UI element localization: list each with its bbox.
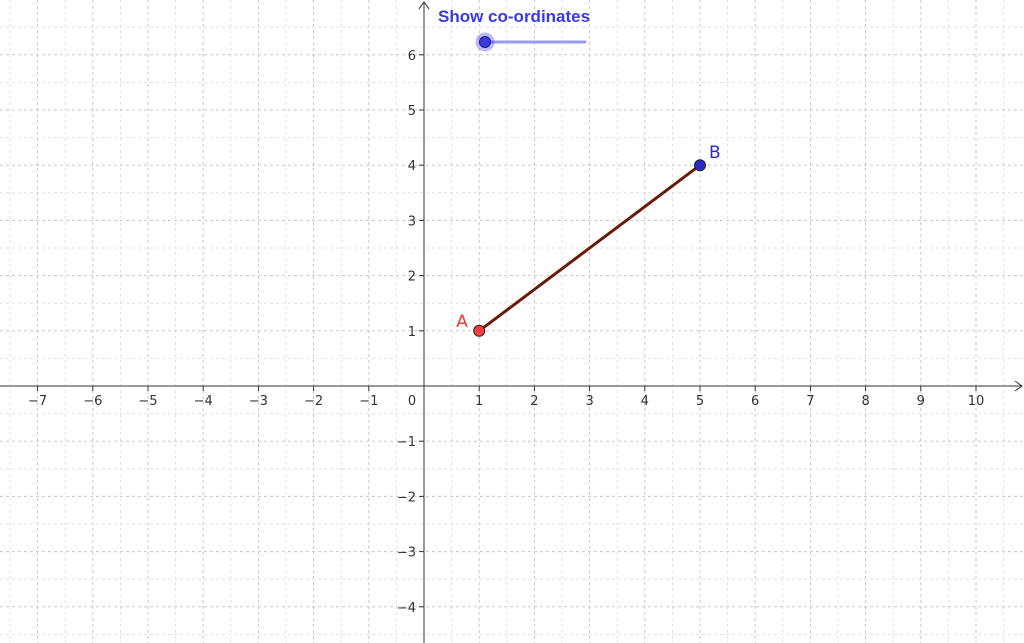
x-axis-arrow-icon bbox=[1014, 380, 1023, 392]
slider-label: Show co-ordinates bbox=[438, 7, 590, 26]
x-tick-label: 6 bbox=[751, 394, 759, 409]
y-tick-label: 5 bbox=[408, 104, 416, 119]
y-tick-label: 2 bbox=[408, 270, 416, 285]
segment-ab[interactable] bbox=[477, 163, 702, 333]
y-tick-label: −2 bbox=[397, 490, 416, 505]
point-b[interactable]: B bbox=[694, 143, 721, 172]
show-coordinates-slider[interactable]: Show co-ordinates bbox=[438, 7, 590, 52]
x-tick-label: 4 bbox=[641, 394, 649, 409]
x-tick-label: −3 bbox=[249, 394, 268, 409]
x-tick-label: −6 bbox=[83, 394, 102, 409]
y-tick-label: 3 bbox=[408, 214, 416, 229]
origin-label: 0 bbox=[408, 394, 416, 409]
x-tick-label: 2 bbox=[530, 394, 538, 409]
y-tick-label: −3 bbox=[397, 546, 416, 561]
x-tick-label: 10 bbox=[968, 394, 985, 409]
point-a-label: A bbox=[456, 312, 468, 332]
y-tick-label: 4 bbox=[408, 159, 416, 174]
y-tick-label: −4 bbox=[397, 601, 416, 616]
point-a-dot[interactable] bbox=[473, 324, 486, 337]
x-tick-label: −2 bbox=[304, 394, 323, 409]
x-tick-label: −4 bbox=[194, 394, 213, 409]
point-b-label: B bbox=[709, 143, 721, 163]
point-b-dot[interactable] bbox=[694, 159, 706, 172]
y-axis-arrow-icon bbox=[418, 1, 430, 10]
axis-ticks: −7 −6 −5 −4 −3 −2 −1 1 2 3 4 5 6 7 8 9 10 −4 −3 −2 −1 1 2 3 4 5 6 bbox=[28, 49, 984, 616]
x-tick-label: 5 bbox=[696, 394, 704, 409]
x-tick-label: −7 bbox=[28, 394, 47, 409]
x-tick-label: −5 bbox=[138, 394, 157, 409]
x-tick-label: 1 bbox=[475, 394, 483, 409]
x-tick-label: −1 bbox=[359, 394, 378, 409]
y-tick-label: 1 bbox=[408, 325, 416, 340]
x-tick-label: 8 bbox=[861, 394, 869, 409]
slider-handle[interactable] bbox=[479, 36, 491, 48]
x-tick-label: 9 bbox=[917, 394, 925, 409]
y-tick-label: −1 bbox=[397, 435, 416, 450]
y-tick-label: 6 bbox=[408, 49, 416, 64]
x-tick-label: 7 bbox=[806, 394, 814, 409]
x-tick-label: 3 bbox=[585, 394, 593, 409]
point-a[interactable]: A bbox=[456, 312, 486, 337]
